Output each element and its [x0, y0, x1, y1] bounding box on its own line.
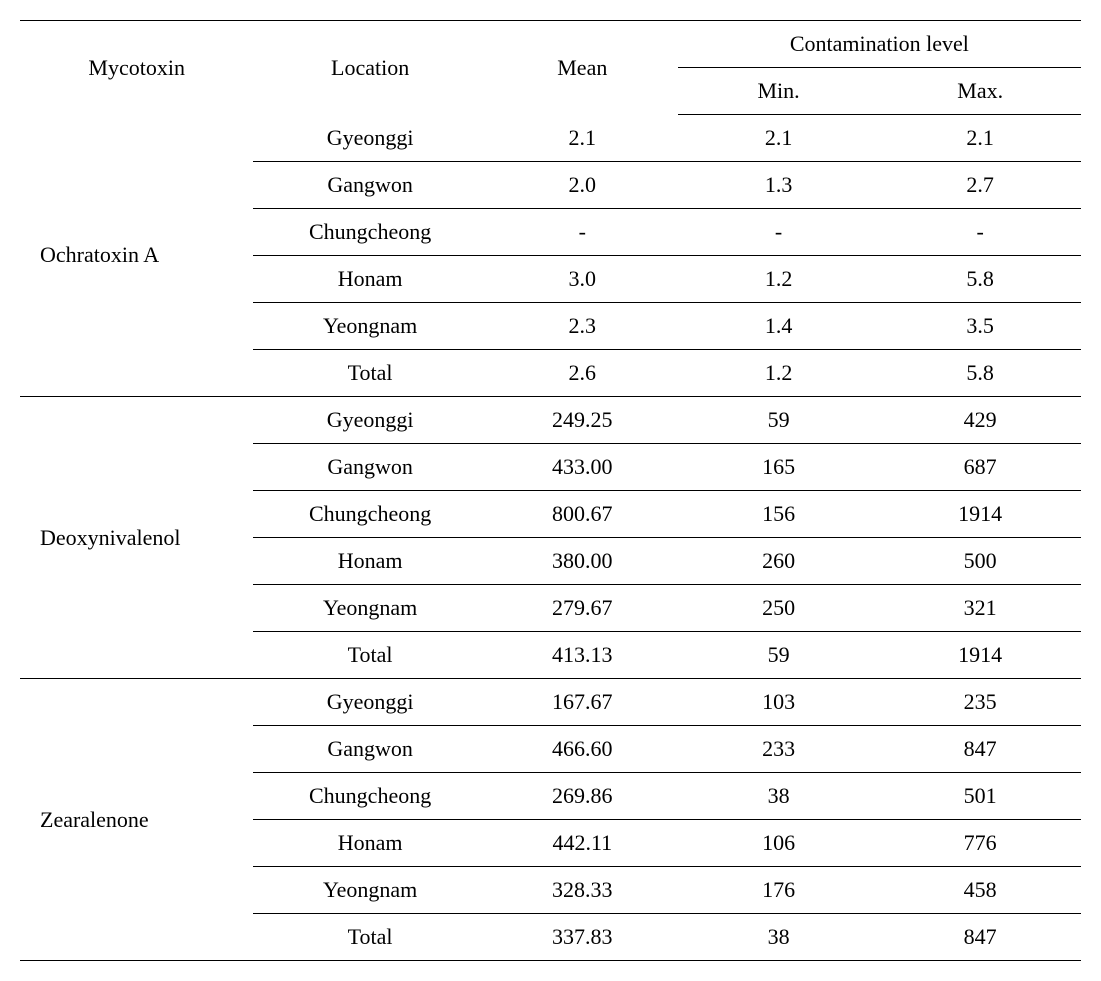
max-cell: 500: [879, 538, 1081, 585]
location-cell: Gyeonggi: [253, 115, 486, 162]
min-cell: 260: [678, 538, 880, 585]
min-cell: 176: [678, 867, 880, 914]
min-cell: 59: [678, 632, 880, 679]
header-max: Max.: [879, 68, 1081, 115]
max-cell: 429: [879, 397, 1081, 444]
location-cell: Gangwon: [253, 162, 486, 209]
min-cell: 250: [678, 585, 880, 632]
max-cell: 5.8: [879, 350, 1081, 397]
max-cell: 847: [879, 914, 1081, 961]
location-cell: Chungcheong: [253, 491, 486, 538]
mean-cell: 433.00: [487, 444, 678, 491]
min-cell: 233: [678, 726, 880, 773]
min-cell: 1.2: [678, 256, 880, 303]
location-cell: Gyeonggi: [253, 397, 486, 444]
mean-cell: 442.11: [487, 820, 678, 867]
location-cell: Total: [253, 350, 486, 397]
mean-cell: 328.33: [487, 867, 678, 914]
location-cell: Honam: [253, 538, 486, 585]
table-header: Mycotoxin Location Mean Contamination le…: [20, 21, 1081, 115]
min-cell: 1.2: [678, 350, 880, 397]
header-min: Min.: [678, 68, 880, 115]
min-cell: -: [678, 209, 880, 256]
max-cell: 2.1: [879, 115, 1081, 162]
mean-cell: 2.1: [487, 115, 678, 162]
min-cell: 103: [678, 679, 880, 726]
table-row: ZearalenoneGyeonggi167.67103235: [20, 679, 1081, 726]
mycotoxin-cell: Deoxynivalenol: [20, 397, 253, 679]
mean-cell: 380.00: [487, 538, 678, 585]
mean-cell: 279.67: [487, 585, 678, 632]
table-row: Ochratoxin AGyeonggi2.12.12.1: [20, 115, 1081, 162]
mean-cell: 2.6: [487, 350, 678, 397]
mean-cell: -: [487, 209, 678, 256]
min-cell: 59: [678, 397, 880, 444]
location-cell: Yeongnam: [253, 303, 486, 350]
mycotoxin-cell: Ochratoxin A: [20, 115, 253, 397]
mean-cell: 800.67: [487, 491, 678, 538]
header-contamination-level: Contamination level: [678, 21, 1081, 68]
max-cell: 5.8: [879, 256, 1081, 303]
max-cell: 458: [879, 867, 1081, 914]
mean-cell: 3.0: [487, 256, 678, 303]
mycotoxin-table: Mycotoxin Location Mean Contamination le…: [20, 20, 1081, 961]
mycotoxin-cell: Zearalenone: [20, 679, 253, 961]
min-cell: 106: [678, 820, 880, 867]
location-cell: Yeongnam: [253, 867, 486, 914]
max-cell: 776: [879, 820, 1081, 867]
location-cell: Gangwon: [253, 444, 486, 491]
mean-cell: 337.83: [487, 914, 678, 961]
location-cell: Yeongnam: [253, 585, 486, 632]
header-location: Location: [253, 21, 486, 115]
mean-cell: 249.25: [487, 397, 678, 444]
max-cell: -: [879, 209, 1081, 256]
mean-cell: 2.0: [487, 162, 678, 209]
max-cell: 3.5: [879, 303, 1081, 350]
table-row: DeoxynivalenolGyeonggi249.2559429: [20, 397, 1081, 444]
table-body: Ochratoxin AGyeonggi2.12.12.1Gangwon2.01…: [20, 115, 1081, 961]
mean-cell: 413.13: [487, 632, 678, 679]
max-cell: 235: [879, 679, 1081, 726]
location-cell: Gangwon: [253, 726, 486, 773]
max-cell: 847: [879, 726, 1081, 773]
min-cell: 2.1: [678, 115, 880, 162]
header-mean: Mean: [487, 21, 678, 115]
min-cell: 38: [678, 914, 880, 961]
mean-cell: 2.3: [487, 303, 678, 350]
mean-cell: 269.86: [487, 773, 678, 820]
location-cell: Total: [253, 632, 486, 679]
min-cell: 38: [678, 773, 880, 820]
header-mycotoxin: Mycotoxin: [20, 21, 253, 115]
max-cell: 687: [879, 444, 1081, 491]
mean-cell: 167.67: [487, 679, 678, 726]
min-cell: 1.4: [678, 303, 880, 350]
location-cell: Gyeonggi: [253, 679, 486, 726]
max-cell: 321: [879, 585, 1081, 632]
min-cell: 165: [678, 444, 880, 491]
min-cell: 1.3: [678, 162, 880, 209]
location-cell: Honam: [253, 256, 486, 303]
min-cell: 156: [678, 491, 880, 538]
max-cell: 1914: [879, 491, 1081, 538]
location-cell: Chungcheong: [253, 773, 486, 820]
max-cell: 501: [879, 773, 1081, 820]
max-cell: 1914: [879, 632, 1081, 679]
location-cell: Chungcheong: [253, 209, 486, 256]
mean-cell: 466.60: [487, 726, 678, 773]
location-cell: Total: [253, 914, 486, 961]
max-cell: 2.7: [879, 162, 1081, 209]
location-cell: Honam: [253, 820, 486, 867]
